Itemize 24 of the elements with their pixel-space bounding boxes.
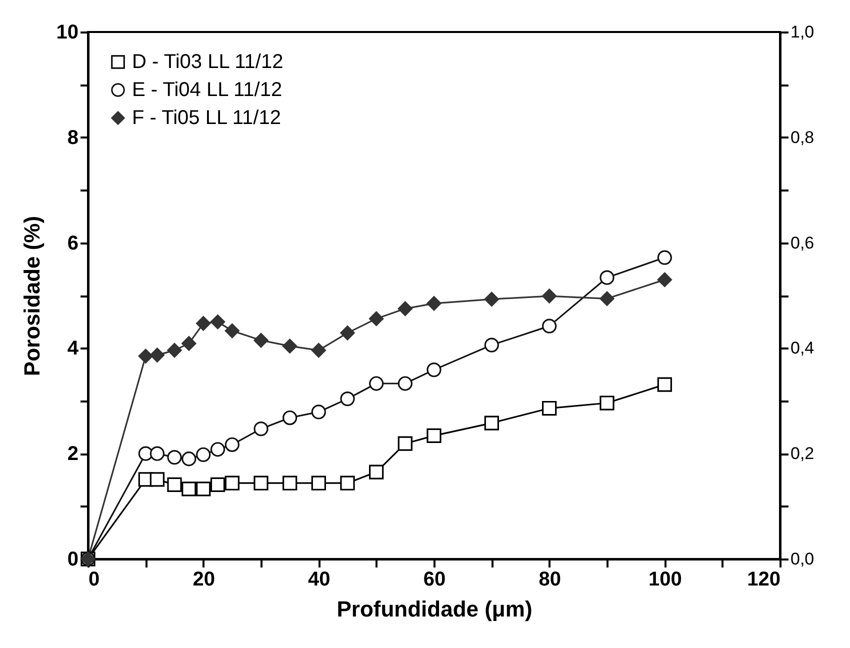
y-tick-label: 4 — [67, 338, 80, 360]
y-tick-label: 8 — [67, 126, 78, 149]
legend-label: F - Ti05 LL 11/12 — [132, 107, 281, 129]
y-tick-label: 2 — [67, 443, 78, 466]
y2-tick-label: 0,6 — [790, 233, 814, 252]
legend-label: D - Ti03 LL 11/12 — [132, 51, 284, 73]
x-tick-label: 120 — [747, 568, 780, 590]
y-tick-label: 10 — [56, 22, 78, 44]
y2-tick-label: 0,2 — [790, 444, 814, 464]
x-tick-label: 100 — [648, 568, 682, 590]
x-tick-label: 0 — [88, 568, 100, 590]
x-tick-label: 60 — [423, 568, 446, 590]
x-tick-label: 80 — [538, 568, 561, 590]
y-axis-title: Porosidade (%) — [19, 216, 44, 376]
y2-tick-label: 1,0 — [790, 22, 814, 42]
y-tick-label: 6 — [67, 232, 78, 254]
legend-label: E - Ti04 LL 11/12 — [132, 79, 282, 101]
y2-tick-label: 0,0 — [790, 550, 814, 568]
y2-tick-label: 0,8 — [790, 128, 814, 147]
x-axis-title: Profundidade (μm) — [336, 596, 532, 622]
y2-tick-label: 0,4 — [790, 338, 814, 358]
x-tick-label: 20 — [192, 568, 215, 590]
y-tick-label: 0 — [67, 548, 78, 570]
x-tick-label: 40 — [308, 568, 330, 590]
